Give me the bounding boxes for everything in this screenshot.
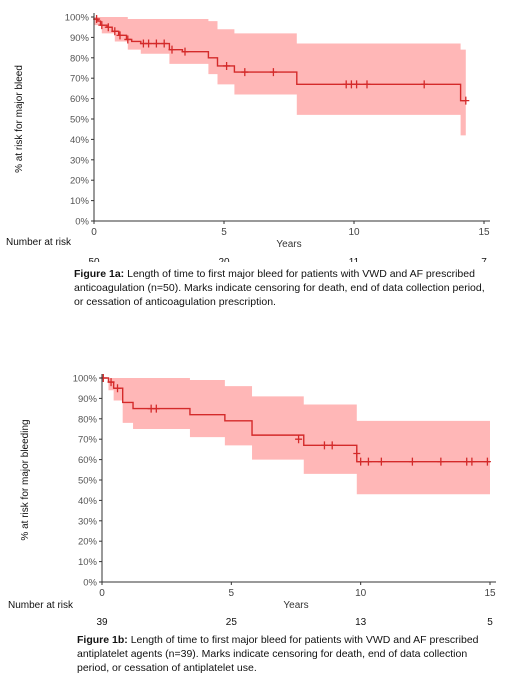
chart-1-censor-mark bbox=[483, 457, 491, 466]
chart-0-censor-mark bbox=[269, 68, 277, 77]
chart-1-censor-mark bbox=[320, 441, 328, 450]
chart-1-censor-mark bbox=[364, 457, 372, 466]
chart-1-censor-mark bbox=[295, 435, 303, 444]
chart-1-number-at-risk-value: 25 bbox=[226, 617, 238, 628]
chart-0-censor-mark bbox=[116, 31, 124, 40]
chart-1-confidence-band bbox=[102, 378, 490, 495]
chart-0-y-tick-label: 80% bbox=[70, 53, 90, 64]
figure-1a-label: Figure 1a: bbox=[74, 268, 125, 280]
chart-1-x-tick-label: 15 bbox=[484, 588, 496, 599]
chart-0-number-at-risk-value: 20 bbox=[218, 257, 230, 262]
chart-0-number-at-risk-value: 50 bbox=[88, 257, 100, 262]
chart-1-number-at-risk-value: 13 bbox=[355, 617, 367, 628]
chart-0-y-tick-label: 90% bbox=[70, 33, 90, 44]
chart-1-number-at-risk-value: 39 bbox=[96, 617, 108, 628]
figure-1a-caption: Figure 1a: Length of time to first major… bbox=[74, 267, 494, 309]
chart-1-y-tick-label: 80% bbox=[78, 414, 98, 425]
chart-1-y-tick-label: 70% bbox=[78, 435, 98, 446]
chart-1-y-tick-label: 100% bbox=[73, 374, 98, 385]
chart-1-censor-mark bbox=[114, 384, 122, 393]
chart-0-x-tick-label: 5 bbox=[221, 227, 227, 238]
chart-1-censor-mark bbox=[107, 378, 115, 387]
figure-1a-text: Length of time to first major bleed for … bbox=[74, 268, 485, 308]
chart-1-censor-mark bbox=[353, 449, 361, 458]
chart-0-censor-mark bbox=[420, 80, 428, 89]
chart-1-y-tick-label: 0% bbox=[83, 578, 97, 589]
chart-1-y-tick-label: 40% bbox=[78, 496, 98, 507]
chart-0-y-tick-label: 60% bbox=[70, 94, 90, 105]
chart-1-y-axis-label: % at risk for major bleeding bbox=[20, 419, 31, 540]
chart-0-y-tick-label: 10% bbox=[70, 196, 90, 207]
chart-0-censor-mark bbox=[145, 39, 153, 48]
chart-0-x-axis-label: Years bbox=[276, 239, 301, 250]
chart-0-x-tick-label: 15 bbox=[478, 227, 490, 238]
chart-0-censor-mark bbox=[241, 68, 249, 77]
chart-0-confidence-band bbox=[94, 17, 466, 136]
chart-0-censor-mark bbox=[168, 45, 176, 54]
figure-1b-label: Figure 1b: bbox=[77, 634, 128, 646]
chart-1-censor-mark bbox=[357, 457, 365, 466]
chart-1-x-tick-label: 0 bbox=[99, 588, 105, 599]
chart-1-y-tick-label: 50% bbox=[78, 476, 98, 487]
chart-0-y-tick-label: 20% bbox=[70, 176, 90, 187]
chart-0-y-tick-label: 70% bbox=[70, 74, 90, 85]
chart-1-number-at-risk-label: Number at risk bbox=[8, 600, 74, 611]
chart-1-x-axis-label: Years bbox=[283, 600, 308, 611]
chart-0-censor-mark bbox=[124, 35, 132, 44]
chart-0-censor-mark bbox=[353, 80, 361, 89]
chart-0-censor-mark bbox=[160, 39, 168, 48]
chart-1-x-tick-label: 10 bbox=[355, 588, 367, 599]
chart-0-survival-line bbox=[94, 18, 466, 102]
chart-0-y-tick-label: 50% bbox=[70, 115, 90, 126]
chart-0-y-tick-label: 0% bbox=[75, 217, 89, 228]
chart-1-x-tick-label: 5 bbox=[229, 588, 235, 599]
chart-1-censor-mark bbox=[377, 457, 385, 466]
chart-1-y-tick-label: 10% bbox=[78, 557, 98, 568]
chart-1-censor-mark bbox=[468, 457, 476, 466]
chart-0-censor-mark bbox=[223, 61, 231, 70]
chart-1-censor-mark bbox=[152, 404, 160, 413]
chart-0-censor-mark bbox=[111, 27, 119, 36]
chart-0-censor-mark bbox=[462, 96, 470, 105]
chart-1-y-tick-label: 90% bbox=[78, 394, 98, 405]
chart-1-censor-mark bbox=[437, 457, 445, 466]
chart-0-censor-mark bbox=[363, 80, 371, 89]
chart-0-number-at-risk-label: Number at risk bbox=[6, 237, 72, 248]
chart-0-x-tick-label: 10 bbox=[348, 227, 360, 238]
chart-1-survival-line bbox=[102, 377, 490, 463]
km-chart-antiplatelet: 0% 10% 20% 30% 40% 50% 60% 70% 80% 90% 100% 0 5 10 15 Y… bbox=[8, 374, 496, 628]
chart-0-y-tick-label: 40% bbox=[70, 135, 90, 146]
chart-1-y-tick-label: 20% bbox=[78, 537, 98, 548]
chart-1-y-tick-label: 30% bbox=[78, 516, 98, 527]
chart-0-censor-mark bbox=[98, 21, 106, 30]
figure-1b-caption: Figure 1b: Length of time to first major… bbox=[77, 633, 502, 675]
chart-0-y-tick-label: 100% bbox=[65, 13, 90, 24]
chart-1-censor-mark bbox=[408, 457, 416, 466]
chart-1-number-at-risk-value: 5 bbox=[487, 617, 493, 628]
chart-0-number-at-risk-value: 7 bbox=[481, 257, 487, 262]
figure-1b-text: Length of time to first major bleed for … bbox=[77, 634, 479, 674]
chart-0-x-tick-label: 0 bbox=[91, 227, 97, 238]
chart-0-y-axis-label: % at risk for major bleed bbox=[14, 65, 25, 173]
chart-1-censor-mark bbox=[328, 441, 336, 450]
chart-0-censor-mark bbox=[104, 23, 112, 32]
chart-0-censor-mark bbox=[181, 47, 189, 56]
km-chart-anticoagulation: 0% 10% 20% 30% 40% 50% 60% 70% 80% 90% 100% 0 5 10 15 Y… bbox=[6, 13, 490, 262]
chart-0-number-at-risk-value: 11 bbox=[349, 257, 360, 262]
chart-0-censor-mark bbox=[152, 39, 160, 48]
chart-0-y-tick-label: 30% bbox=[70, 155, 90, 166]
chart-1-y-tick-label: 60% bbox=[78, 455, 98, 466]
